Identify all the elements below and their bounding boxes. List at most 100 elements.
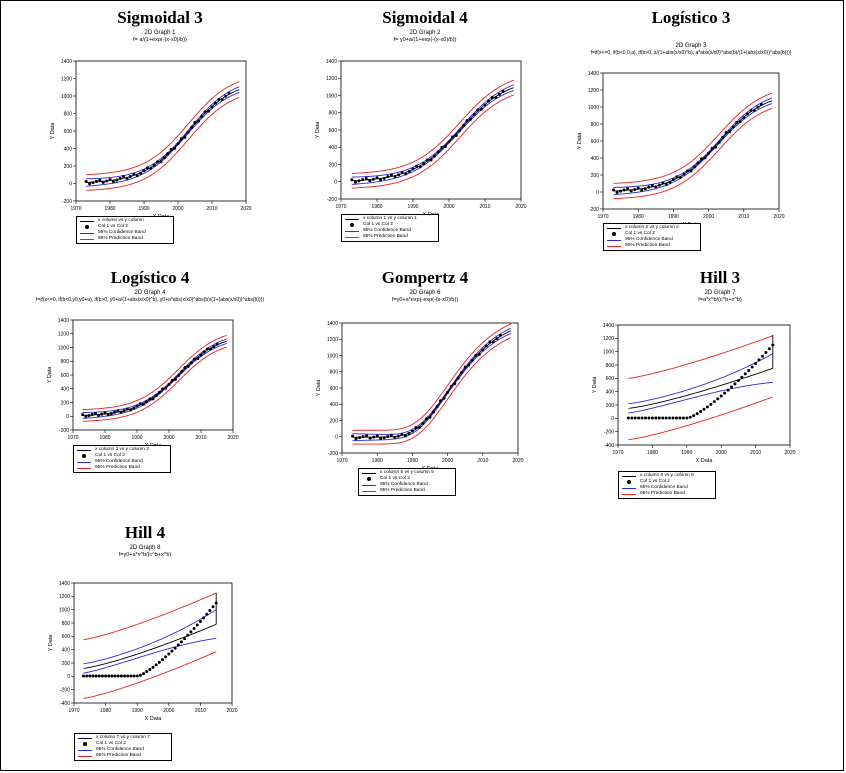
y-tick-label: 0	[67, 674, 70, 680]
data-point	[498, 333, 502, 337]
data-point	[671, 416, 675, 420]
fit-line	[628, 367, 773, 409]
data-point	[629, 189, 633, 193]
data-point	[111, 180, 115, 184]
y-tick-label: 600	[62, 634, 71, 640]
data-point	[657, 416, 661, 420]
data-point	[135, 404, 139, 408]
data-point	[135, 674, 139, 678]
data-point	[477, 352, 481, 356]
data-point	[148, 397, 152, 401]
data-point	[717, 140, 721, 144]
data-point	[481, 348, 485, 352]
y-tick-label: -200	[327, 197, 337, 203]
data-point	[654, 416, 658, 420]
y-axis-label: Y Data	[577, 132, 583, 150]
legend-label: 95% Prediction Band	[380, 488, 425, 493]
y-tick-label: 1000	[327, 353, 338, 359]
data-point	[439, 399, 443, 403]
y-tick-label: 200	[591, 173, 600, 179]
legend-swatch	[345, 234, 359, 240]
data-point	[707, 151, 711, 155]
y-tick-label: 200	[64, 164, 73, 170]
plot-area: -400 -200 0 200 400 600 800 1000 1200 1400 1970 198…	[592, 323, 796, 464]
data-point	[149, 166, 153, 170]
chart-legend: x column 2 vs y column 2 Col 1 vs Col 2 95…	[603, 223, 701, 251]
y-tick-label: 600	[591, 139, 600, 145]
data-point	[469, 117, 473, 121]
data-point	[685, 416, 689, 420]
data-point	[703, 156, 707, 160]
legend-entry: Col 1 vs Col 2	[622, 479, 712, 485]
y-tick-label: 800	[61, 359, 70, 365]
data-point	[170, 649, 174, 653]
chart-subtitle: 2D Graph 3	[675, 43, 707, 49]
data-point	[138, 402, 142, 406]
legend-label: 95% Confidence Band	[95, 459, 143, 464]
plot-area: -200 0 200 400 600 800 1000 1200 1400 1970 1980 199…	[316, 321, 524, 472]
legend-entry: 95% Confidence Band	[345, 228, 435, 234]
data-point	[650, 416, 654, 420]
x-tick-label: 1990	[681, 450, 692, 456]
data-point	[389, 173, 393, 177]
prediction-band-lower	[352, 337, 512, 445]
legend-label: 95% Confidence Band	[625, 237, 673, 242]
y-tick-label: 0	[611, 416, 614, 422]
data-point	[695, 412, 699, 416]
data-point	[393, 175, 397, 179]
x-tick-label: 2000	[716, 450, 727, 456]
x-tick-label: 1980	[372, 458, 383, 464]
chart-subtitle: 2D Graph 4	[134, 290, 166, 296]
data-point	[208, 609, 212, 613]
confidence-band-upper	[351, 84, 514, 178]
data-point	[129, 674, 133, 678]
data-point	[122, 409, 126, 413]
data-point	[714, 145, 718, 149]
legend-entry: 95% Prediction Band	[622, 491, 712, 497]
data-point	[101, 180, 105, 184]
x-tick-label: 1970	[612, 450, 623, 456]
confidence-band-lower	[351, 90, 514, 185]
data-point	[142, 672, 146, 676]
data-point	[429, 158, 433, 162]
legend-swatch	[78, 741, 92, 747]
y-tick-label: 400	[62, 647, 71, 653]
data-point	[501, 89, 505, 93]
data-point	[123, 674, 127, 678]
data-point	[633, 188, 637, 192]
y-tick-label: 200	[62, 661, 71, 667]
x-tick-label: 2010	[195, 708, 206, 714]
data-point	[135, 174, 139, 178]
legend-swatch	[607, 237, 621, 243]
data-point	[397, 173, 401, 177]
data-point	[176, 643, 180, 647]
data-point	[186, 130, 190, 134]
data-point	[743, 372, 747, 376]
data-point	[664, 416, 668, 420]
data-point	[141, 402, 145, 406]
chart-panel-hill-4: Hill 4 2D Graph 8 f=y0+a*x^b/(c^b+x^b) -…	[40, 523, 280, 768]
data-point	[353, 180, 357, 184]
y-tick-label: -200	[60, 687, 70, 693]
data-point	[215, 342, 219, 346]
data-point	[382, 176, 386, 180]
data-point	[354, 437, 358, 441]
data-point	[696, 161, 700, 165]
legend-swatch	[622, 479, 636, 485]
data-point	[386, 175, 390, 179]
fit-line	[82, 340, 227, 416]
data-point	[122, 175, 126, 179]
chart-equation: f=a*x^b/(c^b+x^b)	[698, 297, 742, 303]
legend-entry: 95% Prediction Band	[345, 234, 435, 240]
y-tick-label: 1200	[327, 337, 338, 343]
data-point	[681, 416, 685, 420]
data-point	[643, 187, 647, 191]
data-point	[145, 670, 149, 674]
plot-frame	[602, 72, 780, 210]
data-point	[465, 119, 469, 123]
data-point	[682, 172, 686, 176]
data-point	[400, 432, 404, 436]
data-point	[379, 437, 383, 441]
y-tick-label: 1000	[59, 607, 70, 613]
data-point	[747, 368, 751, 372]
